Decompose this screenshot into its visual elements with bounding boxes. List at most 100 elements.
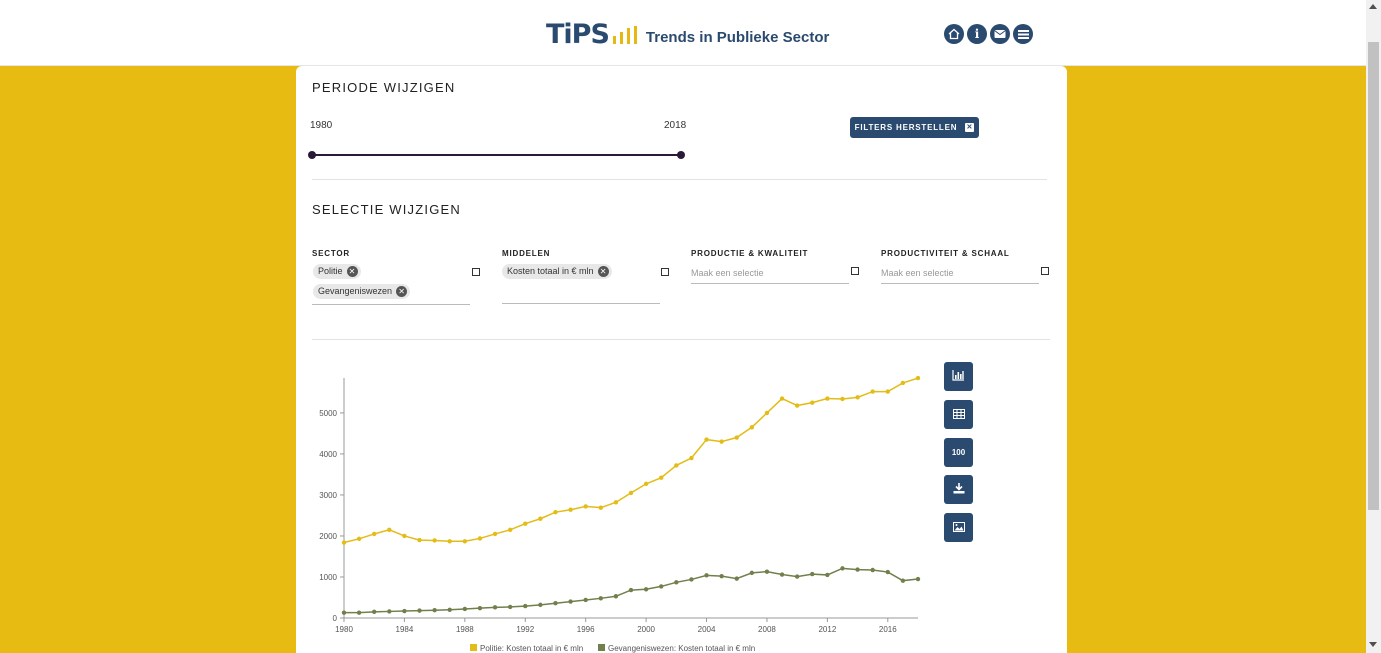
- logo-subtitle: Trends in Publieke Sector: [645, 29, 830, 46]
- x-tick-label: 2016: [879, 625, 897, 634]
- productie-select[interactable]: [691, 260, 849, 284]
- data-point: [704, 437, 709, 442]
- data-point: [477, 536, 483, 541]
- data-point: [538, 602, 543, 608]
- chip-label: Kosten totaal in € mln: [507, 266, 594, 276]
- remove-chip-icon[interactable]: ✕: [597, 266, 609, 277]
- data-point: [674, 463, 679, 468]
- data-point: [507, 604, 513, 610]
- y-tick-label: 2000: [319, 532, 337, 541]
- data-point: [764, 410, 770, 416]
- middelen-select[interactable]: [502, 260, 660, 304]
- x-tick-label: 1984: [396, 625, 414, 634]
- data-point: [915, 576, 921, 582]
- data-point: [341, 540, 347, 545]
- scroll-up-icon[interactable]: [1369, 4, 1377, 9]
- data-point: [885, 569, 890, 575]
- table-button[interactable]: [944, 400, 973, 429]
- table-icon: [952, 408, 965, 421]
- home-icon[interactable]: [944, 24, 964, 44]
- reset-filters-label: FILTERS HERSTELLEN: [854, 123, 958, 132]
- reset-filters-button[interactable]: FILTERS HERSTELLEN ✕: [850, 117, 979, 138]
- period-slider[interactable]: [312, 154, 681, 156]
- data-point: [598, 596, 603, 601]
- data-point: [719, 439, 724, 444]
- end-year: 2018: [664, 120, 687, 131]
- slider-handle-end[interactable]: [677, 151, 685, 159]
- filter-label-middelen: MIDDELEN: [502, 249, 551, 258]
- x-tick-label: 1988: [456, 625, 474, 634]
- x-tick-label: 1980: [335, 625, 353, 634]
- data-point: [870, 389, 875, 394]
- data-point: [810, 571, 815, 577]
- bar-chart-icon: [952, 370, 965, 383]
- menu-icon[interactable]: [1013, 24, 1033, 44]
- data-point: [794, 403, 800, 408]
- data-point: [915, 375, 921, 381]
- data-point: [840, 566, 845, 571]
- data-point: [507, 527, 513, 533]
- scroll-thumb[interactable]: [1368, 42, 1379, 510]
- data-point: [719, 573, 724, 579]
- data-point: [870, 567, 875, 573]
- data-point: [432, 538, 437, 543]
- legend-swatch: [598, 644, 605, 651]
- info-icon[interactable]: i: [967, 24, 987, 44]
- scroll-down-icon[interactable]: [1369, 642, 1377, 647]
- index-100-label: 100: [951, 448, 966, 457]
- data-point: [659, 475, 664, 480]
- data-point: [417, 608, 422, 613]
- data-point: [628, 587, 634, 593]
- legend-label: Gevangeniswezen: Kosten totaal in € mln: [608, 644, 755, 653]
- bar-chart-button[interactable]: [944, 362, 973, 391]
- image-button[interactable]: [944, 513, 973, 542]
- data-point: [628, 490, 634, 496]
- series-line-0: [343, 377, 919, 544]
- data-point: [372, 531, 377, 537]
- middelen-select-all-checkbox[interactable]: [661, 268, 669, 276]
- data-point: [900, 578, 906, 583]
- start-year: 1980: [310, 120, 333, 131]
- filter-label-productiviteit: PRODUCTIVITEIT & SCHAAL: [881, 249, 1010, 258]
- index-100-button[interactable]: 100: [944, 438, 973, 467]
- chip-politie: Politie ✕: [313, 264, 361, 279]
- data-point: [779, 572, 785, 577]
- periode-title: PERIODE WIJZIGEN: [312, 80, 456, 95]
- data-point: [825, 572, 830, 578]
- x-tick-label: 1996: [577, 625, 595, 634]
- data-point: [387, 609, 392, 614]
- data-point: [840, 396, 845, 402]
- data-point: [659, 584, 664, 589]
- mail-icon[interactable]: [990, 24, 1010, 44]
- productie-select-all-checkbox[interactable]: [851, 267, 859, 275]
- scrollbar[interactable]: [1366, 0, 1381, 653]
- sector-select-all-checkbox[interactable]: [472, 268, 480, 276]
- data-point: [598, 505, 603, 510]
- data-point: [462, 606, 468, 612]
- remove-chip-icon[interactable]: ✕: [346, 266, 358, 277]
- legend-swatch: [470, 644, 477, 651]
- data-point: [523, 521, 528, 526]
- productiviteit-select-all-checkbox[interactable]: [1041, 267, 1049, 275]
- data-point: [749, 570, 755, 576]
- data-point: [568, 599, 573, 604]
- data-point: [613, 500, 619, 505]
- data-point: [553, 601, 558, 606]
- legend-label: Politie: Kosten totaal in € mln: [480, 644, 583, 653]
- data-point: [855, 567, 860, 572]
- sector-select[interactable]: [312, 260, 470, 305]
- tips-logo[interactable]: TiPS Trends in Publieke Sector: [546, 20, 829, 50]
- data-point: [674, 580, 679, 585]
- productiviteit-select[interactable]: [881, 260, 1039, 284]
- y-tick-label: 1000: [319, 573, 337, 582]
- productie-placeholder: Maak een selectie: [691, 268, 764, 278]
- x-tick-label: 2008: [758, 625, 776, 634]
- slider-handle-start[interactable]: [308, 151, 316, 159]
- download-button[interactable]: [944, 475, 973, 504]
- x-tick-label: 1992: [516, 625, 534, 634]
- data-point: [372, 609, 377, 615]
- data-point: [900, 380, 906, 386]
- data-point: [779, 396, 785, 401]
- remove-chip-icon[interactable]: ✕: [396, 286, 408, 297]
- data-point: [492, 605, 498, 610]
